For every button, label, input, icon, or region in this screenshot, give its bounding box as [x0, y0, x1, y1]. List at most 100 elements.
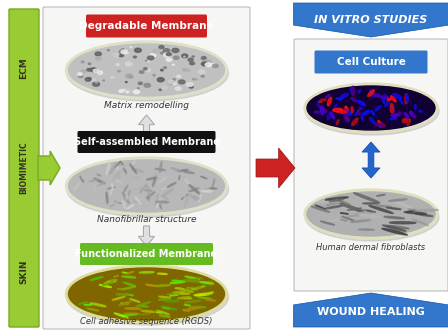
Ellipse shape	[166, 58, 172, 61]
Ellipse shape	[319, 101, 322, 102]
Ellipse shape	[205, 63, 212, 67]
Ellipse shape	[90, 68, 97, 72]
Ellipse shape	[391, 105, 394, 113]
Ellipse shape	[66, 269, 228, 325]
Ellipse shape	[146, 284, 157, 286]
Ellipse shape	[184, 197, 189, 208]
Ellipse shape	[327, 219, 340, 221]
Ellipse shape	[418, 110, 422, 112]
Ellipse shape	[366, 210, 375, 212]
Ellipse shape	[383, 98, 384, 103]
Ellipse shape	[319, 111, 323, 112]
Ellipse shape	[350, 220, 370, 222]
Ellipse shape	[190, 62, 194, 65]
FancyBboxPatch shape	[43, 7, 250, 329]
Ellipse shape	[359, 214, 378, 217]
Ellipse shape	[415, 209, 439, 211]
Ellipse shape	[189, 184, 199, 194]
Ellipse shape	[173, 56, 179, 59]
Ellipse shape	[147, 56, 154, 60]
Ellipse shape	[355, 111, 359, 116]
Ellipse shape	[195, 287, 201, 288]
Ellipse shape	[138, 82, 142, 85]
Ellipse shape	[98, 71, 103, 74]
Ellipse shape	[386, 225, 409, 229]
Ellipse shape	[379, 123, 385, 126]
Ellipse shape	[158, 177, 167, 183]
Ellipse shape	[111, 76, 115, 79]
Text: Self-assembled Membrane: Self-assembled Membrane	[73, 137, 220, 147]
Text: Cell Culture: Cell Culture	[336, 57, 405, 67]
Ellipse shape	[110, 76, 115, 79]
Ellipse shape	[327, 97, 332, 106]
Ellipse shape	[175, 288, 184, 289]
Ellipse shape	[320, 221, 335, 225]
Ellipse shape	[369, 206, 393, 213]
Ellipse shape	[187, 287, 197, 290]
Ellipse shape	[198, 195, 201, 202]
Text: ECM: ECM	[20, 57, 29, 79]
Ellipse shape	[138, 88, 139, 89]
Ellipse shape	[132, 75, 133, 76]
Ellipse shape	[390, 222, 416, 224]
Ellipse shape	[106, 192, 108, 204]
Ellipse shape	[116, 166, 123, 172]
Text: Human dermal fibroblasts: Human dermal fibroblasts	[316, 243, 426, 252]
Ellipse shape	[87, 69, 91, 71]
FancyBboxPatch shape	[314, 50, 427, 74]
Ellipse shape	[126, 74, 132, 78]
Ellipse shape	[147, 56, 149, 58]
Ellipse shape	[212, 179, 215, 188]
Ellipse shape	[192, 196, 199, 199]
Ellipse shape	[305, 193, 439, 241]
Ellipse shape	[78, 73, 82, 75]
Ellipse shape	[93, 82, 99, 86]
Ellipse shape	[408, 209, 417, 210]
Ellipse shape	[336, 199, 350, 205]
Ellipse shape	[405, 94, 408, 104]
Ellipse shape	[155, 285, 170, 287]
Ellipse shape	[399, 112, 402, 114]
Ellipse shape	[361, 116, 363, 121]
Ellipse shape	[172, 48, 179, 52]
Ellipse shape	[153, 75, 155, 76]
Ellipse shape	[110, 204, 115, 207]
Ellipse shape	[351, 97, 357, 102]
Ellipse shape	[195, 293, 213, 296]
Ellipse shape	[317, 101, 320, 106]
Ellipse shape	[340, 111, 347, 113]
Ellipse shape	[154, 171, 159, 182]
Ellipse shape	[375, 205, 392, 207]
Ellipse shape	[182, 54, 188, 58]
Ellipse shape	[106, 162, 110, 175]
Ellipse shape	[122, 286, 135, 290]
Ellipse shape	[170, 281, 185, 284]
Ellipse shape	[342, 216, 354, 221]
Ellipse shape	[390, 103, 393, 113]
Ellipse shape	[65, 265, 228, 323]
Ellipse shape	[162, 188, 173, 197]
Ellipse shape	[340, 204, 359, 210]
Ellipse shape	[407, 120, 410, 126]
Ellipse shape	[384, 225, 399, 232]
Ellipse shape	[156, 201, 169, 203]
Ellipse shape	[352, 118, 358, 126]
Ellipse shape	[409, 112, 416, 118]
Ellipse shape	[130, 47, 132, 48]
Ellipse shape	[121, 162, 126, 173]
Ellipse shape	[119, 90, 123, 92]
Ellipse shape	[157, 310, 169, 315]
Ellipse shape	[305, 87, 439, 135]
Ellipse shape	[122, 193, 129, 203]
Ellipse shape	[307, 86, 435, 130]
Polygon shape	[38, 151, 60, 185]
Ellipse shape	[119, 203, 123, 204]
Polygon shape	[138, 115, 155, 135]
Ellipse shape	[169, 294, 178, 296]
Ellipse shape	[150, 53, 156, 57]
Ellipse shape	[123, 282, 136, 286]
Ellipse shape	[159, 296, 171, 298]
Ellipse shape	[164, 53, 170, 57]
Ellipse shape	[108, 50, 109, 51]
Ellipse shape	[116, 294, 129, 295]
